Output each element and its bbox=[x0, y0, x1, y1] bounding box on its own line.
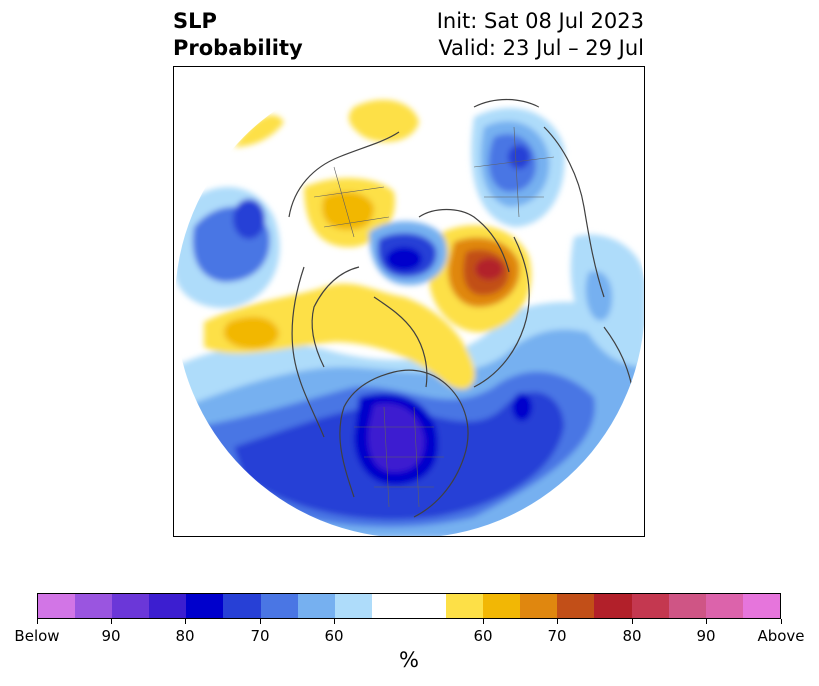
anomaly-arctic-core bbox=[386, 247, 422, 271]
colorbar-tick-label: 70 bbox=[250, 627, 270, 645]
colorbar-segment bbox=[408, 594, 447, 618]
colorbar-tick-label: 90 bbox=[696, 627, 716, 645]
anomaly-blue-spot bbox=[512, 393, 532, 421]
plot-title: SLP Probability bbox=[173, 8, 303, 62]
valid-range: Valid: 23 Jul – 29 Jul bbox=[438, 36, 644, 60]
anomaly-yellow-west bbox=[234, 115, 284, 147]
colorbar-tick-label: 90 bbox=[101, 627, 121, 645]
anomaly-blue-pacific-core bbox=[233, 199, 265, 239]
colorbar-segment bbox=[334, 594, 372, 618]
title-line-slp: SLP bbox=[173, 9, 217, 33]
colorbar-unit-label: % bbox=[399, 648, 419, 672]
colorbar-tick bbox=[260, 619, 261, 624]
colorbar-segment bbox=[260, 594, 298, 618]
init-date: Init: Sat 08 Jul 2023 bbox=[436, 9, 644, 33]
colorbar-tick bbox=[111, 619, 112, 624]
colorbar-segment bbox=[557, 594, 595, 618]
colorbar-tick bbox=[557, 619, 558, 624]
colorbar-tick bbox=[37, 619, 38, 624]
colorbar-segment bbox=[223, 594, 261, 618]
colorbar-tick bbox=[632, 619, 633, 624]
anomaly-warm-red-core bbox=[475, 258, 503, 280]
colorbar-tick-label: Below bbox=[14, 627, 60, 645]
anomaly-yellow-belt-core bbox=[223, 316, 279, 349]
colorbar-segment bbox=[631, 594, 669, 618]
colorbar-segment bbox=[75, 594, 113, 618]
colorbar-segment bbox=[186, 594, 224, 618]
coastlines bbox=[288, 98, 635, 518]
forecast-dates: Init: Sat 08 Jul 2023 Valid: 23 Jul – 29… bbox=[437, 8, 644, 62]
colorbar-segment bbox=[371, 594, 409, 618]
borders bbox=[313, 126, 555, 508]
polar-map bbox=[175, 68, 644, 536]
colorbar-tick-label: Above bbox=[757, 627, 805, 645]
anomaly-yellow-belt bbox=[204, 283, 475, 390]
colorbar bbox=[37, 593, 781, 619]
anomaly-purple-core-south bbox=[368, 403, 425, 472]
colorbar-tick-label: 60 bbox=[473, 627, 493, 645]
colorbar-segment bbox=[742, 594, 780, 618]
colorbar-segment bbox=[297, 594, 335, 618]
colorbar-tick-label: 80 bbox=[622, 627, 642, 645]
colorbar-tick-label: 60 bbox=[324, 627, 344, 645]
anomaly-siberia-deep bbox=[508, 145, 530, 169]
colorbar-segment bbox=[668, 594, 706, 618]
colorbar-tick bbox=[781, 619, 782, 624]
colorbar-segment bbox=[446, 594, 484, 618]
anomaly-east-mid bbox=[585, 271, 613, 321]
colorbar-segment bbox=[594, 594, 632, 618]
title-line-probability: Probability bbox=[173, 36, 303, 60]
colorbar-tick-label: 70 bbox=[547, 627, 567, 645]
colorbar-tick bbox=[334, 619, 335, 624]
colorbar-segment bbox=[112, 594, 150, 618]
colorbar-tick bbox=[185, 619, 186, 624]
colorbar-tick-label: 80 bbox=[175, 627, 195, 645]
colorbar-tick bbox=[706, 619, 707, 624]
colorbar-segment bbox=[149, 594, 187, 618]
anomaly-yellow-europe-core bbox=[322, 191, 374, 230]
colorbar-segment bbox=[38, 594, 76, 618]
colorbar-segment bbox=[520, 594, 558, 618]
map-panel bbox=[173, 66, 645, 537]
colorbar-segment bbox=[705, 594, 743, 618]
colorbar-tick bbox=[483, 619, 484, 624]
colorbar-segment bbox=[483, 594, 521, 618]
probability-fill bbox=[175, 68, 644, 536]
anomaly-yellow-north bbox=[348, 99, 419, 142]
